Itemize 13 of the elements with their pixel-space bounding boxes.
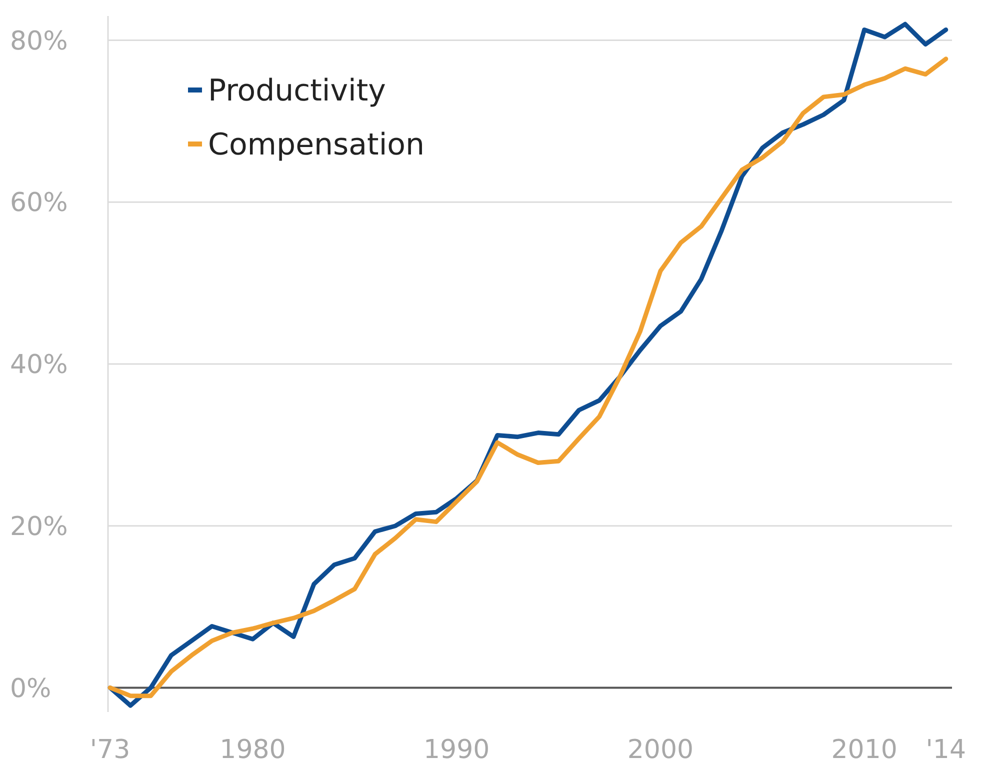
x-tick-label: 1980	[220, 735, 286, 765]
y-tick-label: 60%	[10, 188, 68, 218]
x-tick-label: 2000	[627, 735, 694, 765]
y-tick-label: 80%	[10, 26, 68, 56]
y-tick-label: 40%	[10, 350, 68, 380]
x-tick-label: '73	[90, 735, 130, 765]
x-tick-label: '14	[926, 735, 966, 765]
x-tick-label: 1990	[424, 735, 490, 765]
legend-label: Productivity	[208, 74, 386, 108]
x-tick-label: 2010	[831, 735, 898, 765]
legend-label: Compensation	[208, 128, 425, 162]
y-tick-label: 20%	[10, 512, 68, 542]
y-tick-label: 0%	[10, 674, 52, 704]
